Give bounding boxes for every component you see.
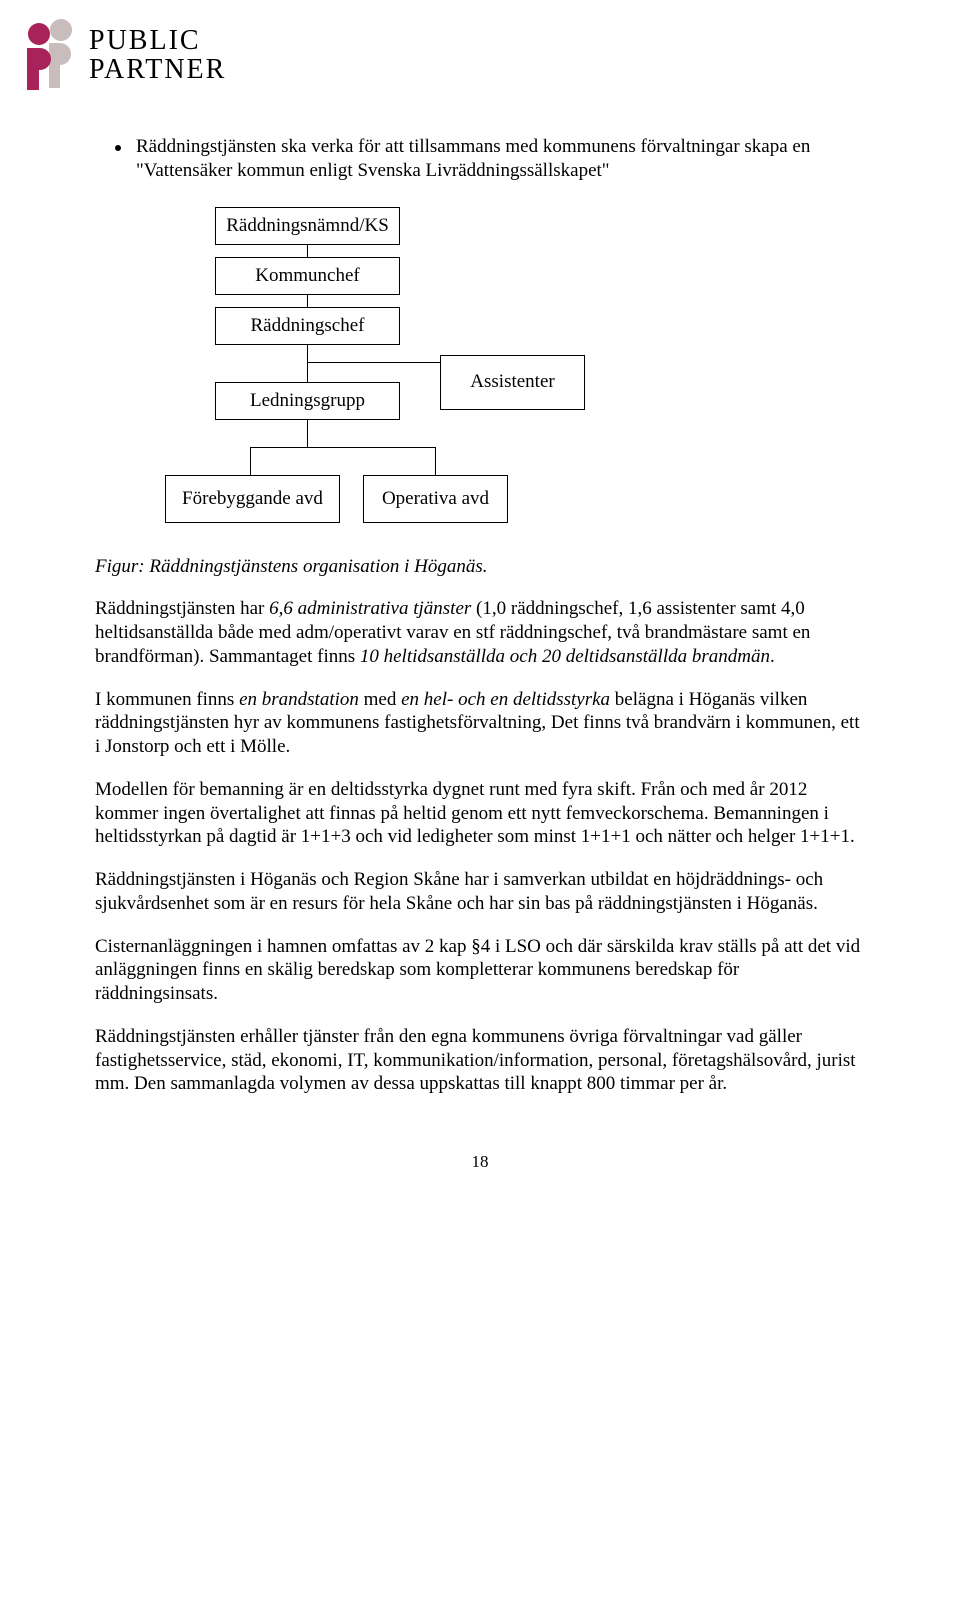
connector [307,420,308,447]
node-label: Förebyggande avd [182,487,323,511]
paragraph-1: Räddningstjänsten har 6,6 administrativa… [95,597,865,668]
content: Räddningstjänsten ska verka för att till… [95,135,865,1172]
bullet-item: Räddningstjänsten ska verka för att till… [95,135,865,183]
page-number: 18 [95,1151,865,1172]
text: med [359,689,401,710]
paragraph-6: Räddningstjänsten erhåller tjänster från… [95,1025,865,1096]
text-italic: en hel- och en deltidsstyrka [401,689,610,710]
bullet-text: Räddningstjänsten ska verka för att till… [136,135,865,183]
bullet-dot-icon [115,145,121,151]
text-italic: 10 heltidsanställda och 20 deltidsanstäl… [360,646,770,667]
text-italic: 6,6 administrativa tjänster [269,598,471,619]
node-assistenter: Assistenter [440,355,585,410]
node-ledningsgrupp: Ledningsgrupp [215,382,400,420]
text: I kommunen finns [95,689,239,710]
node-label: Räddningsnämnd/KS [226,214,389,238]
node-raddningsnamnd: Räddningsnämnd/KS [215,207,400,245]
node-forebyggande: Förebyggande avd [165,475,340,523]
logo-mark-icon [25,18,81,90]
paragraph-2: I kommunen finns en brandstation med en … [95,688,865,759]
paragraph-4: Räddningstjänsten i Höganäs och Region S… [95,868,865,916]
node-operativa: Operativa avd [363,475,508,523]
figure-caption: Figur: Räddningstjänstens organisation i… [95,555,865,579]
node-raddningschef: Räddningschef [215,307,400,345]
node-kommunchef: Kommunchef [215,257,400,295]
connector [307,245,308,257]
node-label: Ledningsgrupp [250,389,365,413]
node-label: Kommunchef [255,264,359,288]
connector [307,362,440,363]
connector [307,345,308,382]
connector [250,447,251,475]
logo-line1: PUBLIC [89,26,226,55]
page: PUBLIC PARTNER Räddningstjänsten ska ver… [0,0,960,1212]
logo: PUBLIC PARTNER [25,18,226,90]
logo-text: PUBLIC PARTNER [89,26,226,85]
node-label: Operativa avd [382,487,489,511]
paragraph-5: Cisternanläggningen i hamnen omfattas av… [95,935,865,1006]
node-label: Räddningschef [251,314,365,338]
text-italic: en brandstation [239,689,359,710]
text: Räddningstjänsten har [95,598,269,619]
connector [307,295,308,307]
text: . [770,646,775,667]
logo-line2: PARTNER [89,55,226,84]
connector [435,447,436,475]
org-diagram: Räddningsnämnd/KS Kommunchef Räddningsch… [165,207,685,537]
connector [250,447,435,448]
paragraph-3: Modellen för bemanning är en deltidsstyr… [95,778,865,849]
node-label: Assistenter [470,370,554,394]
